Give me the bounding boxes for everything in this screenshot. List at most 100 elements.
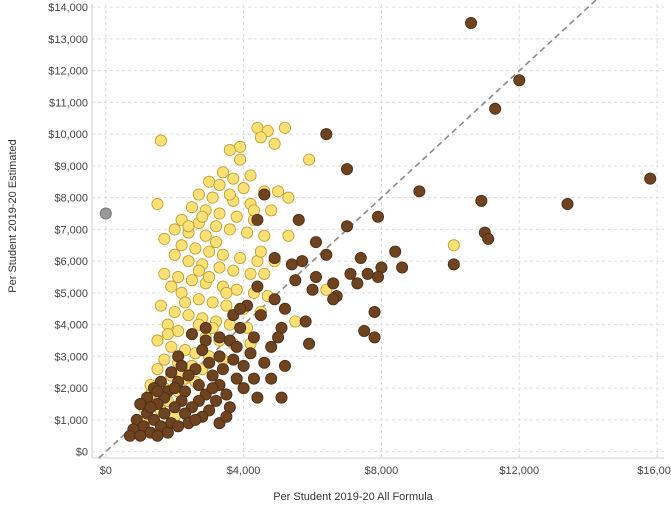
y-tick-label: $3,000 [54,351,88,363]
data-point [320,248,333,261]
data-point [447,239,460,252]
data-point [199,321,212,334]
data-point [227,264,240,277]
data-point [413,185,426,198]
data-point [241,226,254,239]
data-point [254,131,267,144]
x-tick-label: $12,000 [499,465,539,477]
data-point [223,223,236,236]
data-point [216,363,229,376]
data-point [165,366,178,379]
diagonal-reference-line [98,0,598,459]
data-point [192,188,205,201]
data-point [234,321,247,334]
data-point [303,153,316,166]
y-tick-label: $13,000 [48,34,88,46]
data-point [189,413,202,426]
data-point [210,236,223,249]
data-point [213,207,226,220]
data-point [99,207,112,220]
data-point [320,128,333,141]
data-point [168,401,181,414]
data-point [447,258,460,271]
data-point [227,172,240,185]
data-point [268,293,281,306]
data-point [244,169,257,182]
data-point [179,296,192,309]
y-tick-label: $1,000 [54,415,88,427]
data-point [216,248,229,261]
data-point [247,372,260,385]
data-point [161,426,174,439]
data-point [151,385,164,398]
x-tick-label: $0 [100,465,112,477]
data-point [203,245,216,258]
data-point [251,391,264,404]
y-axis-tick-labels: $0 $1,000 $2,000 $3,000 $4,000 $5,000 $6,000 $7… [48,2,88,458]
y-tick-label: $6,000 [54,256,88,268]
data-point [220,388,233,401]
data-point [354,251,367,264]
y-tick-label: $9,000 [54,161,88,173]
data-point [340,220,353,233]
data-point [182,220,195,233]
data-point [278,302,291,315]
x-tick-label: $8,000 [365,465,399,477]
data-point [223,144,236,157]
data-point [285,258,298,271]
x-tick-label: $4,000 [227,465,261,477]
data-point [340,163,353,176]
data-point [230,372,243,385]
data-point [251,280,264,293]
data-point [213,178,226,191]
y-tick-label: $8,000 [54,193,88,205]
data-point [223,188,236,201]
data-point [361,267,374,280]
data-point [227,353,240,366]
data-point [172,271,185,284]
data-point [272,331,285,344]
data-point [234,140,247,153]
y-tick-label: $11,000 [49,97,88,109]
data-point [151,363,164,376]
data-point [203,271,216,284]
data-point [154,134,167,147]
x-axis-tick-labels: $0 $4,000 $8,000 $12,000 $16,000 [100,465,671,477]
data-points [99,17,657,442]
y-tick-label: $2,000 [54,383,88,395]
data-point [482,232,495,245]
data-point [151,198,164,211]
data-point [371,271,384,284]
data-point [258,188,271,201]
data-point [210,394,223,407]
data-point [192,264,205,277]
data-point [158,407,171,420]
y-tick-label: $14,000 [48,2,88,14]
x-axis-title: Per Student 2019-20 All Formula [273,491,433,503]
data-point [237,182,250,195]
data-point [165,340,178,353]
data-point [268,251,281,264]
y-tick-label: $5,000 [54,288,88,300]
data-point [268,137,281,150]
data-point [278,121,291,134]
data-point [513,74,526,87]
data-point [282,229,295,242]
data-point [299,315,312,328]
data-point [344,267,357,280]
data-point [327,277,340,290]
data-point [254,309,267,322]
data-point [192,293,205,306]
data-point [561,198,574,211]
data-point [192,378,205,391]
data-point [234,302,247,315]
data-point [123,429,136,442]
data-point [309,236,322,249]
y-axis-title: Per Student 2019-20 Estimated [7,139,19,292]
data-point [206,191,219,204]
data-point [289,274,302,287]
data-point [247,331,260,344]
data-point [289,315,302,328]
data-point [272,185,285,198]
